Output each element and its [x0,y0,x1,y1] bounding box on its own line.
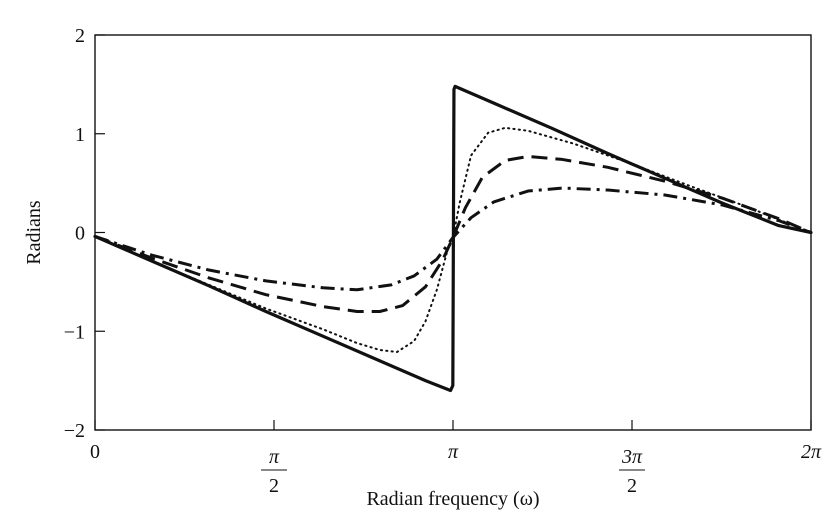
y-tick-label: 2 [75,25,85,47]
x-tick-label: 2π [801,441,822,463]
series-line-dashdot [94,186,812,292]
series-line-dashed [94,154,812,313]
x-tick-label: 0 [90,441,100,463]
y-axis-label: Radians [23,200,45,265]
y-tick-label: −2 [64,420,85,442]
series-layer [93,84,813,393]
x-tick-label: π [448,441,459,463]
x-tick-label-denominator: 2 [627,475,637,497]
x-tick-label-denominator: 2 [269,475,279,497]
x-axis-label: Radian frequency (ω) [366,488,539,510]
y-tick-label: 1 [75,124,85,146]
x-tick-label-numerator: π [269,446,280,468]
y-tick-label: 0 [75,223,85,245]
y-tick-label: −1 [64,321,85,343]
x-tick-label-numerator: 3π [621,446,643,468]
